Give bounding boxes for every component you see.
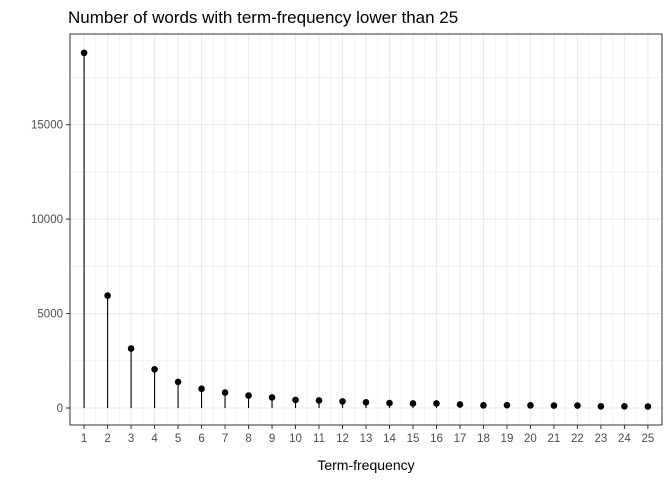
chart-title: Number of words with term-frequency lowe… [68,8,458,27]
x-tick-label: 19 [501,433,514,445]
x-axis: 1 2 3 4 5 6 7 8 9 10 11 12 13 14 15 16 17 18 19 20 21 22 23 24 2… [81,425,654,445]
x-tick-label: 18 [477,433,490,445]
data-point [127,345,135,352]
grid [70,34,662,425]
data-point [292,396,299,404]
data-point [433,400,440,407]
data-point [198,385,205,393]
x-tick-label: 11 [313,433,325,445]
x-tick-label: 4 [151,433,158,445]
x-tick-label: 15 [407,433,420,445]
data-point [597,403,605,410]
x-tick-label: 17 [454,433,467,445]
data-point [409,400,417,407]
data-point [503,401,511,409]
points [80,49,652,410]
data-point [245,392,252,399]
data-point [386,399,393,407]
x-tick-label: 10 [289,433,302,445]
x-tick-label: 8 [245,433,251,445]
data-point [268,394,276,401]
x-tick-label: 7 [222,433,228,445]
x-tick-label: 9 [269,433,275,445]
y-axis: 0 5000 10000 15000 [31,120,70,415]
x-tick-label: 14 [383,433,396,445]
y-tick-label: 0 [57,403,63,415]
data-point [527,402,534,409]
x-tick-label: 20 [524,433,537,445]
x-tick-label: 16 [430,433,443,445]
data-point [339,398,346,405]
y-tick-label: 5000 [37,309,63,321]
x-tick-label: 23 [595,433,608,445]
x-tick-label: 21 [548,433,561,445]
data-point [362,399,370,406]
x-tick-label: 24 [618,433,631,445]
x-tick-label: 1 [81,433,87,445]
x-tick-label: 3 [128,433,134,445]
x-tick-label: 25 [642,433,655,445]
x-tick-label: 5 [175,433,181,445]
y-tick-label: 15000 [31,120,63,132]
x-tick-label: 2 [104,433,110,445]
x-tick-label: 13 [360,433,373,445]
data-point [480,402,487,409]
data-point [221,389,229,396]
x-tick-label: 12 [336,433,349,445]
data-point [174,378,182,386]
data-point [151,365,158,373]
data-point [574,402,581,409]
data-point [315,397,323,404]
data-point [550,402,558,409]
x-axis-title: Term-frequency [317,457,414,473]
data-point [80,49,88,57]
data-point [644,403,652,410]
data-point [621,403,628,410]
x-tick-label: 6 [198,433,204,445]
data-point [456,401,464,408]
x-tick-label: 22 [571,433,584,445]
data-point [104,292,111,299]
y-tick-label: 10000 [31,214,63,226]
